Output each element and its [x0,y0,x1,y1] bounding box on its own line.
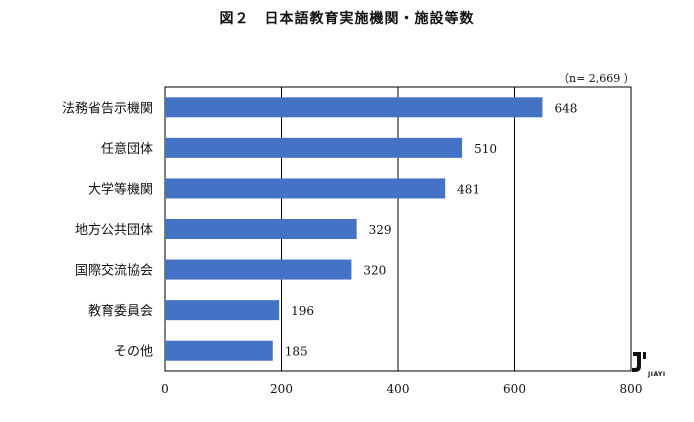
x-tick-label: 400 [387,382,410,396]
sample-size-note: （n= 2,669 ） [558,72,635,85]
bar [165,178,446,199]
x-tick-label: 0 [161,382,169,396]
category-label: 法務省告示機関 [62,101,153,116]
data-label: 648 [554,101,577,115]
chart-title: 図２ 日本語教育実施機関・施設等数 [219,11,475,27]
data-label: 185 [285,345,308,359]
data-label: 329 [369,223,392,237]
category-label: その他 [114,345,153,360]
bar [165,137,463,158]
category-label: 国際交流協会 [75,263,153,279]
data-label: 196 [291,304,314,318]
bar [165,340,273,361]
bar [165,300,280,321]
bar [165,219,357,239]
bar [165,97,543,118]
data-label: 320 [363,264,386,278]
category-label: 教育委員会 [88,303,153,319]
category-label: 大学等機関 [88,181,153,197]
category-label: 任意団体 [101,141,153,157]
x-tick-label: 600 [503,382,526,396]
x-tick-label: 200 [270,382,293,396]
data-label: 481 [457,182,480,196]
x-tick-label: 800 [620,382,643,396]
category-label: 地方公共団体 [75,222,153,238]
bar [165,259,352,280]
watermark-logo-icon [632,352,646,372]
watermark-text: JIAYI [648,371,666,378]
data-label: 510 [474,142,497,156]
